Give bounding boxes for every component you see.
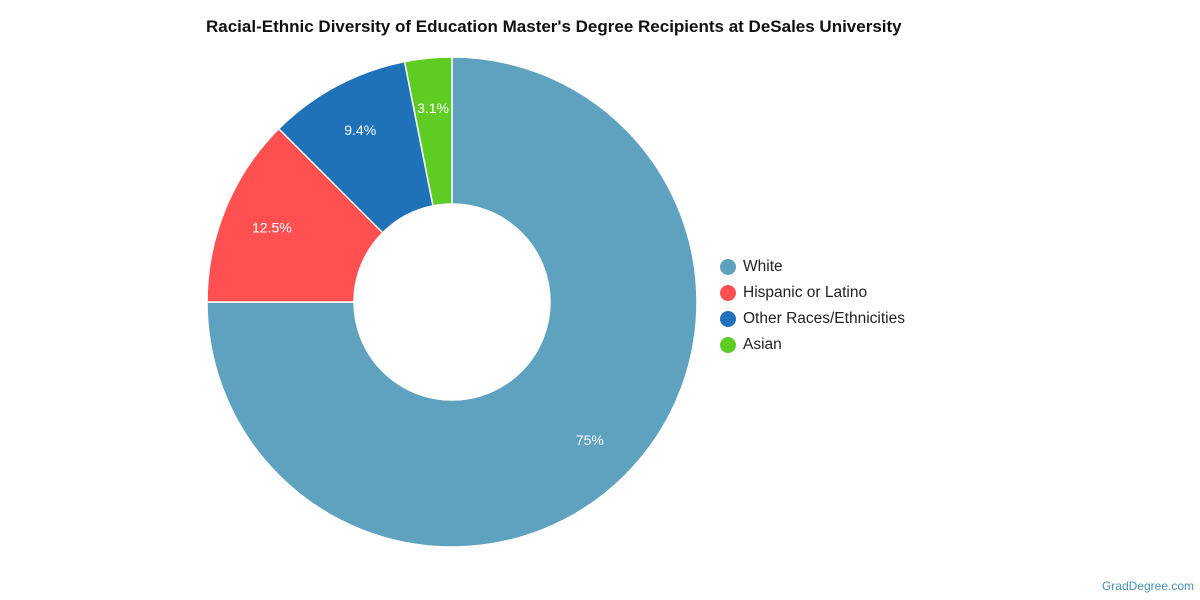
legend-label-hispanic-or-latino: Hispanic or Latino [743,284,868,301]
slice-white[interactable] [206,56,698,548]
legend-item-hispanic-or-latino[interactable]: Hispanic or Latino [720,280,905,306]
legend-item-asian[interactable]: Asian [720,332,905,358]
slice-label-hispanic-or-latino: 12.5% [252,219,292,235]
legend-swatch-asian [720,337,736,353]
slice-asian[interactable] [403,56,453,207]
slice-label-asian: 3.1% [417,100,449,116]
legend: White Hispanic or Latino Other Races/Eth… [720,254,905,358]
legend-swatch-hispanic-or-latino [720,285,736,301]
legend-label-white: White [743,258,783,275]
legend-swatch-white [720,259,736,275]
slice-label-other-races: 9.4% [344,122,376,138]
slice-hispanic-or-latino[interactable] [206,127,384,303]
legend-label-other-races: Other Races/Ethnicities [743,310,905,327]
slices-group [206,56,698,548]
slice-labels-group: 75% 12.5% 9.4% 3.1% [252,100,604,448]
graddegree-watermark[interactable]: GradDegree.com [1101,579,1194,593]
chart-title: Racial-Ethnic Diversity of Education Mas… [206,17,902,36]
slice-label-white: 75% [576,432,604,448]
legend-swatch-other-races [720,311,736,327]
legend-item-other-races[interactable]: Other Races/Ethnicities [720,306,905,332]
legend-item-white[interactable]: White [720,254,905,280]
legend-label-asian: Asian [743,336,782,353]
